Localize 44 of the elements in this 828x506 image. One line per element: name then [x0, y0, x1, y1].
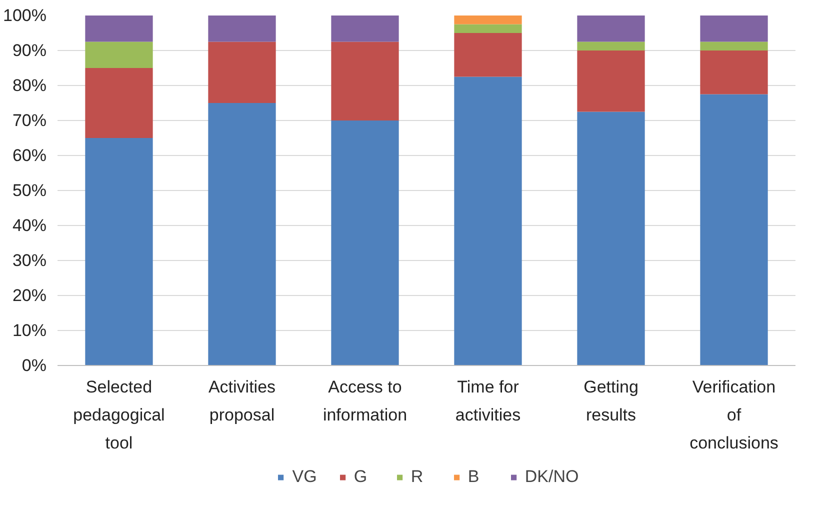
bar: [454, 16, 522, 24]
bar: [700, 42, 768, 50]
bar: [208, 103, 276, 366]
y-tick-label: 10%: [12, 321, 47, 340]
bar: [700, 94, 768, 366]
bar: [208, 42, 276, 103]
category-label: Verification of conclusions: [690, 378, 778, 452]
bar: [700, 16, 768, 42]
bar: [85, 68, 153, 138]
y-tick-label: 90%: [12, 41, 47, 60]
bar: [577, 42, 645, 50]
y-tick-label: 80%: [12, 76, 47, 95]
y-tick-label: 30%: [12, 251, 47, 270]
y-tick-label: 0%: [22, 356, 47, 375]
bar: [577, 112, 645, 366]
y-tick-label: 70%: [12, 111, 47, 130]
y-tick-label: 100%: [3, 6, 47, 25]
y-tick-label: 50%: [12, 181, 47, 200]
bar: [454, 24, 522, 33]
bar: [700, 50, 768, 94]
bar: [331, 42, 399, 120]
bar: [85, 42, 153, 68]
legend-label: B: [468, 467, 480, 487]
category-label: Getting results: [584, 378, 638, 424]
legend-label: VG: [292, 467, 317, 487]
y-tick-label: 60%: [12, 146, 47, 165]
category-label: Activities proposal: [208, 378, 276, 424]
legend-label: R: [410, 467, 424, 487]
bar: [85, 16, 153, 42]
bar: [454, 33, 522, 77]
y-tick-label: 20%: [12, 286, 47, 305]
category-label: Time for activities: [455, 378, 521, 424]
bar: [331, 16, 399, 42]
legend-label: DK/NO: [524, 467, 579, 487]
bar: [577, 16, 645, 42]
category-label: Selected pedagogical tool: [73, 378, 165, 452]
bar: [85, 138, 153, 366]
bar: [454, 76, 522, 366]
y-tick-label: 40%: [12, 216, 47, 235]
legend-label: G: [354, 467, 368, 487]
bar: [577, 50, 645, 112]
bar: [208, 16, 276, 42]
category-label: Access to information: [322, 378, 408, 424]
bar: [331, 120, 399, 366]
